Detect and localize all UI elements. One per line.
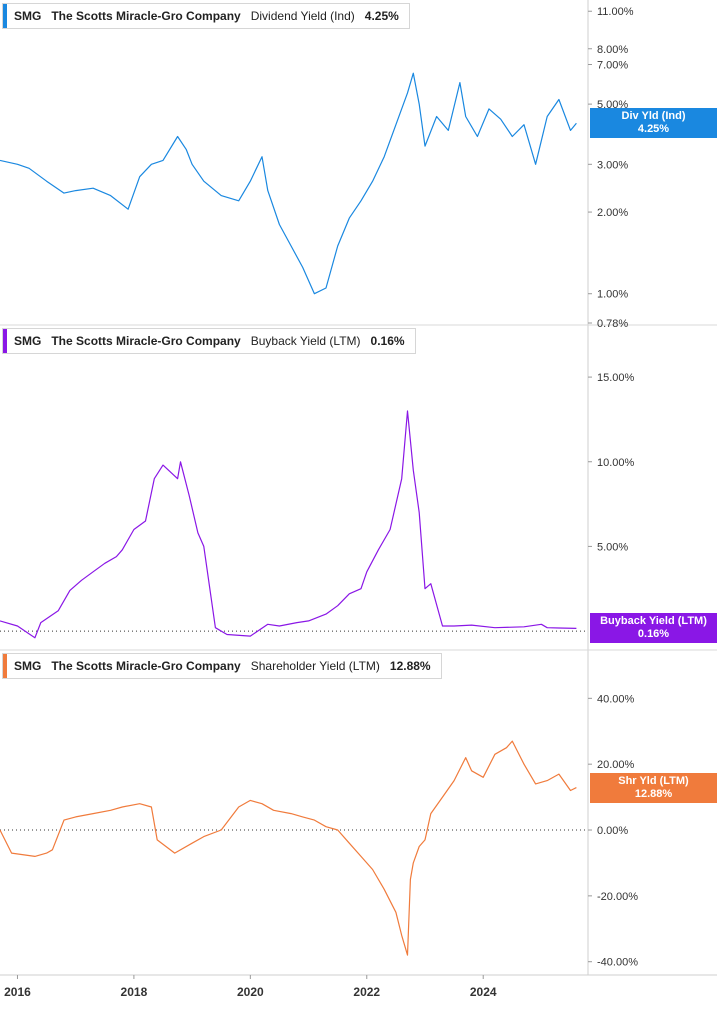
pill-title: Div Yld (Ind) xyxy=(621,110,686,123)
y-tick-label: -20.00% xyxy=(597,891,638,903)
y-tick-label: 0.00% xyxy=(597,825,628,837)
y-tick-label: 1.00% xyxy=(597,289,628,301)
legend-swatch-dividend xyxy=(3,4,7,28)
legend-buyback: SMG The Scotts Miracle-Gro Company Buyba… xyxy=(2,328,416,354)
last-value-pill-shareholder: Shr Yld (LTM) 12.88% xyxy=(590,772,717,803)
legend-metric: Dividend Yield (Ind) xyxy=(250,9,355,23)
legend-ticker: SMG xyxy=(14,334,42,348)
y-tick-label: 40.00% xyxy=(597,693,635,705)
x-tick-label: 2020 xyxy=(237,985,264,999)
y-tick-label: 2.00% xyxy=(597,207,628,219)
legend-ticker: SMG xyxy=(14,9,42,23)
legend-dividend: SMG The Scotts Miracle-Gro Company Divid… xyxy=(2,3,410,29)
pill-title: Buyback Yield (LTM) xyxy=(600,615,707,628)
legend-metric: Buyback Yield (LTM) xyxy=(250,334,361,348)
last-value-pill-buyback: Buyback Yield (LTM) 0.16% xyxy=(590,613,717,644)
series-line xyxy=(0,410,577,639)
legend-value: 0.16% xyxy=(370,334,405,348)
pill-value: 4.25% xyxy=(637,123,670,136)
series-line xyxy=(0,72,577,295)
y-tick-label: 5.00% xyxy=(597,541,628,553)
x-tick-label: 2024 xyxy=(470,985,497,999)
x-tick-label: 2016 xyxy=(4,985,31,999)
y-tick-label: 10.00% xyxy=(597,457,635,469)
legend-company: The Scotts Miracle-Gro Company xyxy=(51,9,241,23)
last-value-pill-dividend: Div Yld (Ind) 4.25% xyxy=(590,108,717,139)
legend-swatch-buyback xyxy=(3,329,7,353)
y-tick-label: 5.00% xyxy=(597,99,628,111)
y-tick-label: 3.00% xyxy=(597,159,628,171)
legend-ticker: SMG xyxy=(14,659,42,673)
y-tick-label: 7.00% xyxy=(597,59,628,71)
y-tick-label: 0.78% xyxy=(597,318,628,330)
y-tick-label: 11.00% xyxy=(597,6,634,18)
legend-company: The Scotts Miracle-Gro Company xyxy=(51,334,241,348)
legend-metric: Shareholder Yield (LTM) xyxy=(250,659,380,673)
legend-company: The Scotts Miracle-Gro Company xyxy=(51,659,241,673)
y-tick-label: 8.00% xyxy=(597,44,628,56)
y-tick-label: 20.00% xyxy=(597,759,635,771)
legend-swatch-shareholder xyxy=(3,654,7,678)
x-tick-label: 2022 xyxy=(353,985,380,999)
x-tick-label: 2018 xyxy=(121,985,148,999)
pill-title: Shr Yld (LTM) xyxy=(618,774,689,787)
y-tick-label: -40.00% xyxy=(597,957,638,969)
pill-value: 12.88% xyxy=(634,787,673,800)
legend-value: 4.25% xyxy=(364,9,399,23)
pill-value: 0.16% xyxy=(637,628,670,641)
legend-shareholder: SMG The Scotts Miracle-Gro Company Share… xyxy=(2,653,442,679)
y-tick-label: 15.00% xyxy=(597,372,635,384)
series-line xyxy=(0,740,577,956)
legend-value: 12.88% xyxy=(389,659,431,673)
